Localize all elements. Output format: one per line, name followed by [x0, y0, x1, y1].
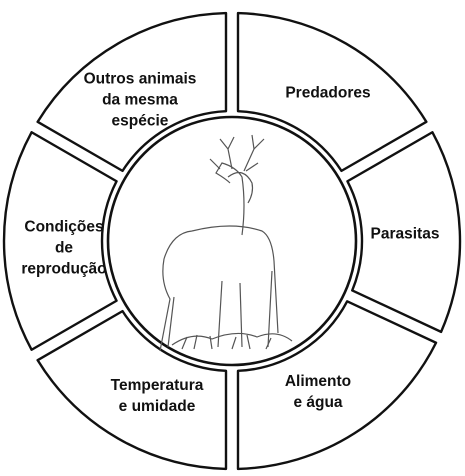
segment-alimento [236, 300, 438, 471]
segment-predadores [236, 11, 428, 173]
segment-label-outros: Outros animais da mesma espécie [70, 69, 210, 132]
segment-label-line: e água [293, 394, 343, 411]
segment-temperatura [36, 309, 228, 471]
deer-illustration [159, 134, 293, 352]
segment-parasitas [346, 131, 462, 334]
segment-label-line: Alimento [284, 373, 352, 390]
segment-label-reproducao: Condições de reprodução [0, 217, 134, 280]
segment-label-line: da mesma [102, 91, 178, 109]
segment-reproducao [2, 131, 118, 351]
segment-label-line: reprodução [21, 260, 107, 278]
segment-label-line: Predadores [285, 84, 371, 102]
segment-label-line: Outros animais [83, 70, 197, 88]
segment-outros [36, 11, 228, 173]
segment-label-alimento: Alimento e água [248, 371, 388, 413]
segment-label-line: e umidade [118, 398, 196, 415]
segment-label-line: Condições [24, 218, 104, 236]
center-circle [106, 115, 358, 367]
segment-label-line: Temperatura [110, 377, 204, 394]
segment-label-temperatura: Temperatura e umidade [87, 375, 227, 417]
segment-label-line: de [54, 239, 74, 257]
segment-label-line: espécie [111, 112, 169, 130]
segment-label-predadores: Predadores [258, 83, 398, 104]
segment-label-parasitas: Parasitas [335, 224, 465, 245]
segment-label-line: Parasitas [370, 225, 440, 243]
